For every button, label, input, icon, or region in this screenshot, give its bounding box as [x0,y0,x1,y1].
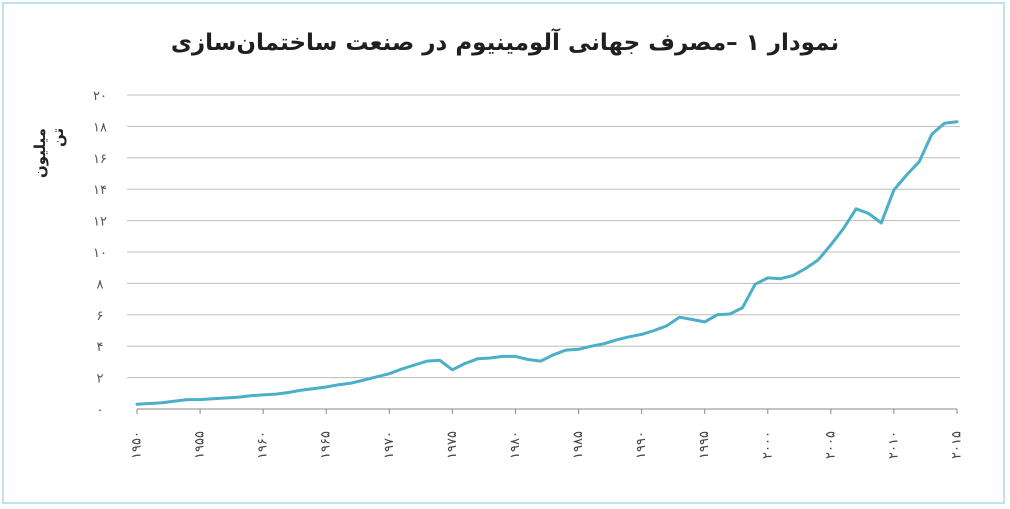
y-tick-label: ۲ [97,372,104,387]
x-tick-label: ۲۰۱۰ [886,431,901,459]
x-tick-label: ۱۹۹۰ [634,431,649,459]
gridlines [127,94,960,379]
y-tick-label: ۴ [97,340,104,355]
x-axis: ۱۹۵۰ ۱۹۵۵ ۱۹۶۰ ۱۹۶۵ ۱۹۷۰ ۱۹۷۵ ۱۹۸۰ ۱۹۸۵ ۱۹۹۰ ۱۹۹۵… [130,408,965,459]
x-tick-label: ۱۹۵۰ [130,431,145,459]
x-tick-label: ۱۹۸۰ [508,431,523,459]
x-tick-label: ۱۹۷۵ [445,431,460,459]
y-tick-label: ۱۴ [93,183,107,198]
y-tick-label: ۱۰ [93,246,107,261]
x-tick-label: ۲۰۱۵ [950,431,965,459]
y-tick-label: ۱۲ [93,215,107,230]
chart-frame [2,2,1005,504]
x-tick-label: ۲۰۰۵ [823,431,838,459]
y-tick-label: ۰ [97,403,104,418]
y-tick-label: ۶ [97,309,104,324]
x-tick-label: ۲۰۰۰ [760,431,775,459]
y-tick-label: ۱۸ [93,120,107,135]
x-tick-label: ۱۹۹۵ [697,431,712,459]
series-line [135,120,959,406]
y-axis-ticks: ۰ ۲ ۴ ۶ ۸ ۱۰ ۱۲ ۱۴ ۱۶ ۱۸ ۲۰ [93,89,107,418]
x-tick-label: ۱۹۶۵ [319,431,334,459]
y-tick-label: ۸ [97,277,104,292]
x-tick-label: ۱۹۶۰ [256,431,271,459]
chart-title: نمودار ۱ –مصرف جهانی آلومینیوم در صنعت س… [170,30,840,56]
x-tick-label: ۱۹۸۵ [571,431,586,459]
x-tick-label: ۱۹۷۰ [382,431,397,459]
y-tick-label: ۱۶ [93,152,107,167]
x-tick-label: ۱۹۵۵ [193,431,208,459]
series-layer [135,120,959,406]
y-tick-label: ۲۰ [93,89,107,104]
